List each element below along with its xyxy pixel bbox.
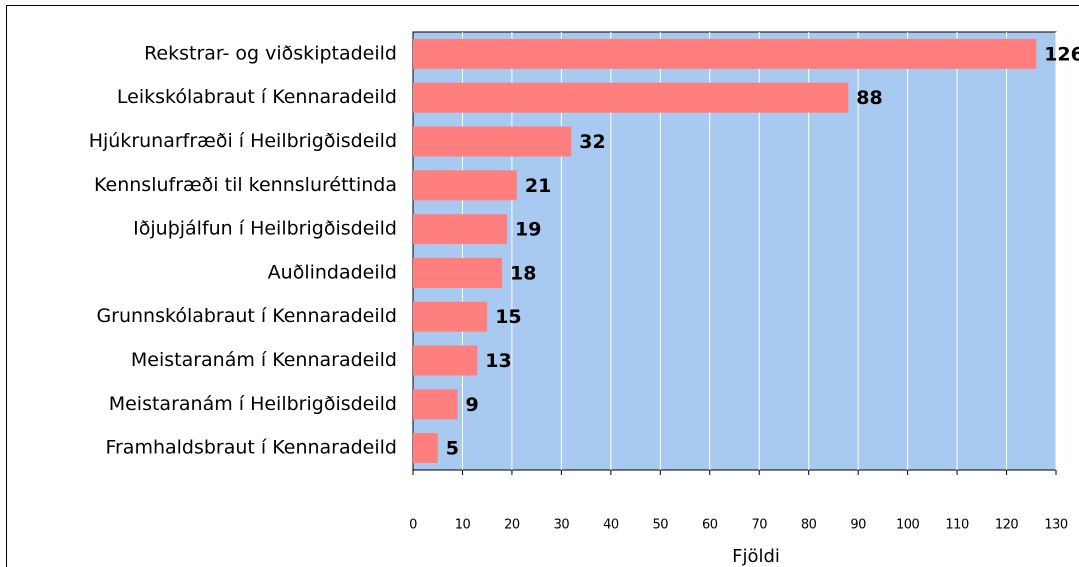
y-tick-label: Hjúkrunarfræði í Heilbrigðisdeild: [89, 130, 397, 152]
bar: [413, 389, 458, 420]
bar: [413, 170, 517, 201]
y-tick-label: Grunnskólabraut í Kennaradeild: [96, 305, 397, 327]
x-tick-label: 80: [801, 518, 817, 533]
x-tick-label: 0: [409, 518, 417, 533]
value-label: 88: [856, 87, 882, 109]
y-tick-label: Iðjuþjálfun í Heilbrigðisdeild: [133, 218, 397, 240]
x-tick-label: 90: [850, 518, 866, 533]
y-tick-label: Leikskólabraut í Kennaradeild: [117, 86, 397, 108]
y-tick-label: Kennslufræði til kennsluréttinda: [94, 174, 397, 196]
x-tick-label: 10: [455, 518, 471, 533]
x-tick-label: 100: [896, 518, 920, 533]
bar: [413, 345, 478, 376]
x-tick-label: 60: [702, 518, 718, 533]
y-tick-label: Meistaranám í Heilbrigðisdeild: [109, 393, 397, 415]
x-axis-title: Fjöldi: [732, 546, 780, 567]
x-tick-label: 110: [945, 518, 969, 533]
bar: [413, 433, 438, 464]
value-label: 5: [446, 438, 459, 460]
bar: [413, 38, 1037, 69]
x-tick-label: 50: [653, 518, 669, 533]
value-label: 21: [525, 175, 551, 197]
bar: [413, 126, 572, 157]
value-label: 32: [579, 131, 605, 153]
y-tick-label: Meistaranám í Kennaradeild: [131, 349, 397, 371]
value-label: 18: [510, 262, 536, 284]
x-tick-label: 40: [603, 518, 619, 533]
value-label: 126: [1044, 43, 1079, 65]
y-tick-label: Auðlindadeild: [268, 261, 397, 283]
y-tick-label: Framhaldsbraut í Kennaradeild: [105, 437, 397, 459]
bar: [413, 301, 488, 332]
x-tick-label: 20: [504, 518, 520, 533]
bar: [413, 257, 503, 288]
value-label: 19: [515, 219, 541, 241]
y-tick-label: Rekstrar- og viðskiptadeild: [144, 42, 397, 64]
value-label: 13: [485, 350, 511, 372]
x-tick-label: 70: [751, 518, 767, 533]
x-tick-label: 120: [995, 518, 1019, 533]
value-label: 9: [466, 394, 479, 416]
bar: [413, 214, 507, 245]
x-tick-label: 130: [1044, 518, 1068, 533]
value-label: 15: [495, 306, 521, 328]
bar: [413, 82, 849, 113]
x-tick-label: 30: [554, 518, 570, 533]
